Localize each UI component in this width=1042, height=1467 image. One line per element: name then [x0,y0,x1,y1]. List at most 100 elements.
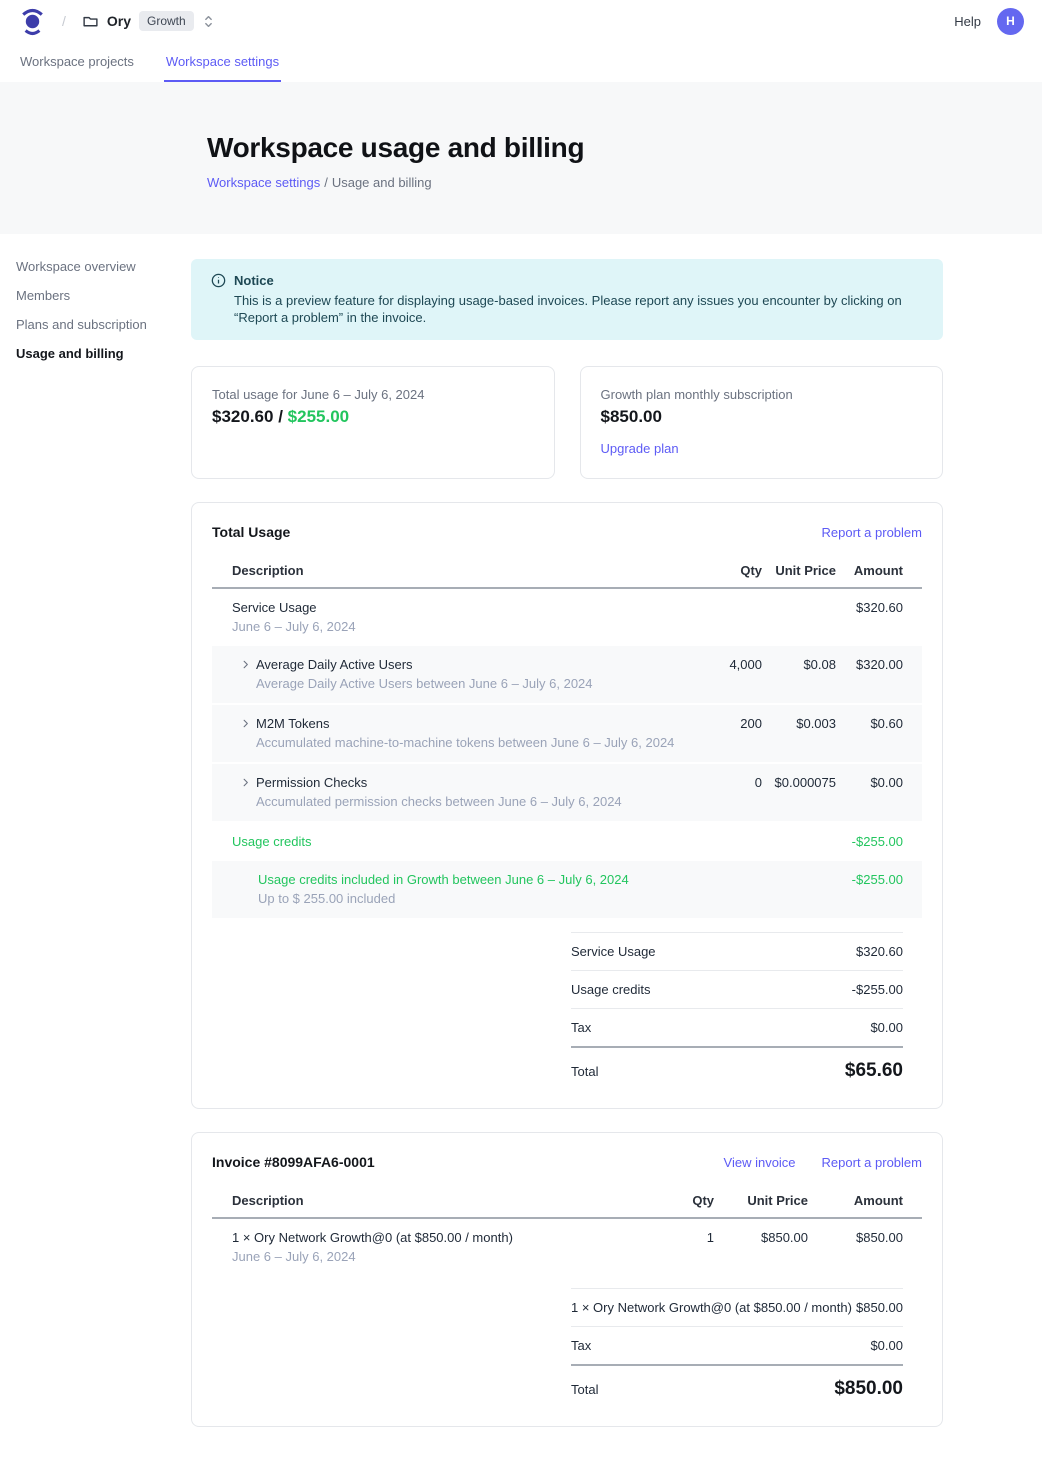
row-subtitle: June 6 – July 6, 2024 [232,619,356,634]
notice-title: Notice [234,273,274,288]
table-row-usage-credits: Usage credits -$255.00 [212,823,922,861]
col-unit-price: Unit Price [747,1193,808,1208]
row-amount: $850.00 [856,1230,903,1245]
row-unit-price: $0.003 [796,716,836,731]
row-title: Usage credits [232,834,312,849]
page-title: Workspace usage and billing [207,132,585,163]
breadcrumb-link-workspace-settings[interactable]: Workspace settings [207,175,321,190]
report-a-problem-link[interactable]: Report a problem [821,1154,922,1170]
workspace-name: Ory [106,13,132,29]
col-qty: Qty [740,563,762,578]
sidebar-item-usage-and-billing[interactable]: Usage and billing [16,346,124,361]
subscription-label: Growth plan monthly subscription [600,387,793,402]
row-unit-price [762,871,836,872]
row-subtitle: Average Daily Active Users between June … [256,676,593,691]
row-amount: $0.60 [870,716,903,731]
summary-row-service-usage: Service Usage $320.60 [571,932,903,970]
row-subtitle: Up to $ 255.00 included [258,891,396,906]
row-subtitle: Accumulated machine-to-machine tokens be… [256,735,675,750]
table-row-ory-network-growth: 1 × Ory Network Growth@0 (at $850.00 / m… [212,1219,922,1276]
summary-row-plan: 1 × Ory Network Growth@0 (at $850.00 / m… [571,1288,903,1326]
breadcrumb-separator: / [62,13,66,29]
invoice-totals: 1 × Ory Network Growth@0 (at $850.00 / m… [571,1288,903,1406]
upgrade-plan-link[interactable]: Upgrade plan [600,441,679,456]
row-amount: $320.00 [856,657,903,672]
row-unit-price [762,599,836,600]
summary-label: Tax [571,1020,592,1035]
chevron-updown-icon [202,14,215,29]
tab-workspace-projects[interactable]: Workspace projects [20,54,134,69]
summary-label: Service Usage [571,944,656,959]
row-title: 1 × Ory Network Growth@0 (at $850.00 / m… [232,1230,513,1245]
table-row-permission-checks[interactable]: Permission Checks Accumulated permission… [212,764,922,823]
sidebar-item-members[interactable]: Members [16,288,71,303]
total-usage-label: Total usage for June 6 – July 6, 2024 [212,387,425,402]
chevron-right-icon[interactable] [240,659,251,670]
summary-row-usage-credits: Usage credits -$255.00 [571,970,903,1008]
breadcrumb: Workspace settings / Usage and billing [207,175,1042,190]
total-label: Total [571,1381,599,1397]
col-amount: Amount [853,563,903,578]
folder-icon [82,13,99,30]
summary-row-total: Total $850.00 [571,1364,903,1406]
plan-badge: Growth [139,11,194,31]
row-unit-price: $850.00 [761,1230,808,1245]
row-title: M2M Tokens [256,716,330,731]
workspace-tabs: Workspace projects Workspace settings [0,42,1042,82]
summary-value: -$255.00 [851,982,903,997]
subscription-amount: $850.00 [600,407,662,426]
workspace-selector[interactable]: Ory Growth [82,11,215,31]
row-qty [702,871,762,872]
breadcrumb-separator: / [324,175,328,190]
sidebar-item-plans-and-subscription[interactable]: Plans and subscription [16,317,147,332]
ory-logo-icon[interactable] [20,6,46,36]
row-amount: $0.00 [870,775,903,790]
chevron-right-icon[interactable] [240,718,251,729]
sidebar-item-workspace-overview[interactable]: Workspace overview [16,259,136,274]
page-header: Workspace usage and billing Workspace se… [0,82,1042,234]
usage-amount-value: $320.60 [212,407,274,426]
tab-workspace-settings[interactable]: Workspace settings [163,46,282,82]
summary-value: $320.60 [856,944,903,959]
row-amount: -$255.00 [851,872,903,887]
col-description: Description [232,563,304,578]
row-amount: $320.60 [856,600,903,615]
notice-body: This is a preview feature for displaying… [234,293,902,325]
summary-row-total: Total $65.60 [571,1046,903,1088]
chevron-right-icon[interactable] [240,777,251,788]
help-link[interactable]: Help [954,13,981,29]
total-value: $65.60 [844,1060,903,1081]
usage-amount-separator: / [278,407,283,426]
usage-totals: Service Usage $320.60 Usage credits -$25… [571,932,903,1088]
usage-credit-value: $255.00 [287,407,350,426]
breadcrumb-current: Usage and billing [331,175,432,190]
report-a-problem-link[interactable]: Report a problem [821,524,922,540]
row-qty: 0 [754,775,762,790]
row-title: Average Daily Active Users [256,657,413,672]
row-subtitle: June 6 – July 6, 2024 [232,1249,356,1264]
table-row-service-usage: Service Usage June 6 – July 6, 2024 $320… [212,589,922,646]
row-subtitle: Accumulated permission checks between Ju… [256,794,622,809]
col-unit-price: Unit Price [775,563,836,578]
total-usage-panel: Total Usage Report a problem Description… [191,502,943,1109]
invoice-table-header: Description Qty Unit Price Amount [212,1185,922,1219]
row-unit-price: $0.08 [803,657,836,672]
row-qty: 4,000 [729,657,762,672]
avatar[interactable]: H [997,7,1024,35]
invoice-panel-title: Invoice #8099AFA6-0001 [212,1154,375,1170]
row-qty [702,833,762,834]
total-usage-amount: $320.60 / $255.00 [212,407,534,427]
col-qty: Qty [692,1193,714,1208]
total-usage-card: Total usage for June 6 – July 6, 2024 $3… [191,366,555,479]
summary-label: Tax [571,1338,592,1353]
table-row-usage-credits-detail: Usage credits included in Growth between… [212,861,922,920]
table-row-average-daily-active-users[interactable]: Average Daily Active Users Average Daily… [212,646,922,705]
summary-row-tax: Tax $0.00 [571,1008,903,1046]
view-invoice-link[interactable]: View invoice [723,1154,796,1170]
settings-sidebar: Workspace overview Members Plans and sub… [0,234,191,1467]
summary-row-tax: Tax $0.00 [571,1326,903,1364]
invoice-panel: Invoice #8099AFA6-0001 View invoice Repo… [191,1132,943,1427]
table-row-m2m-tokens[interactable]: M2M Tokens Accumulated machine-to-machin… [212,705,922,764]
row-qty: 200 [740,716,762,731]
info-icon [211,273,226,326]
